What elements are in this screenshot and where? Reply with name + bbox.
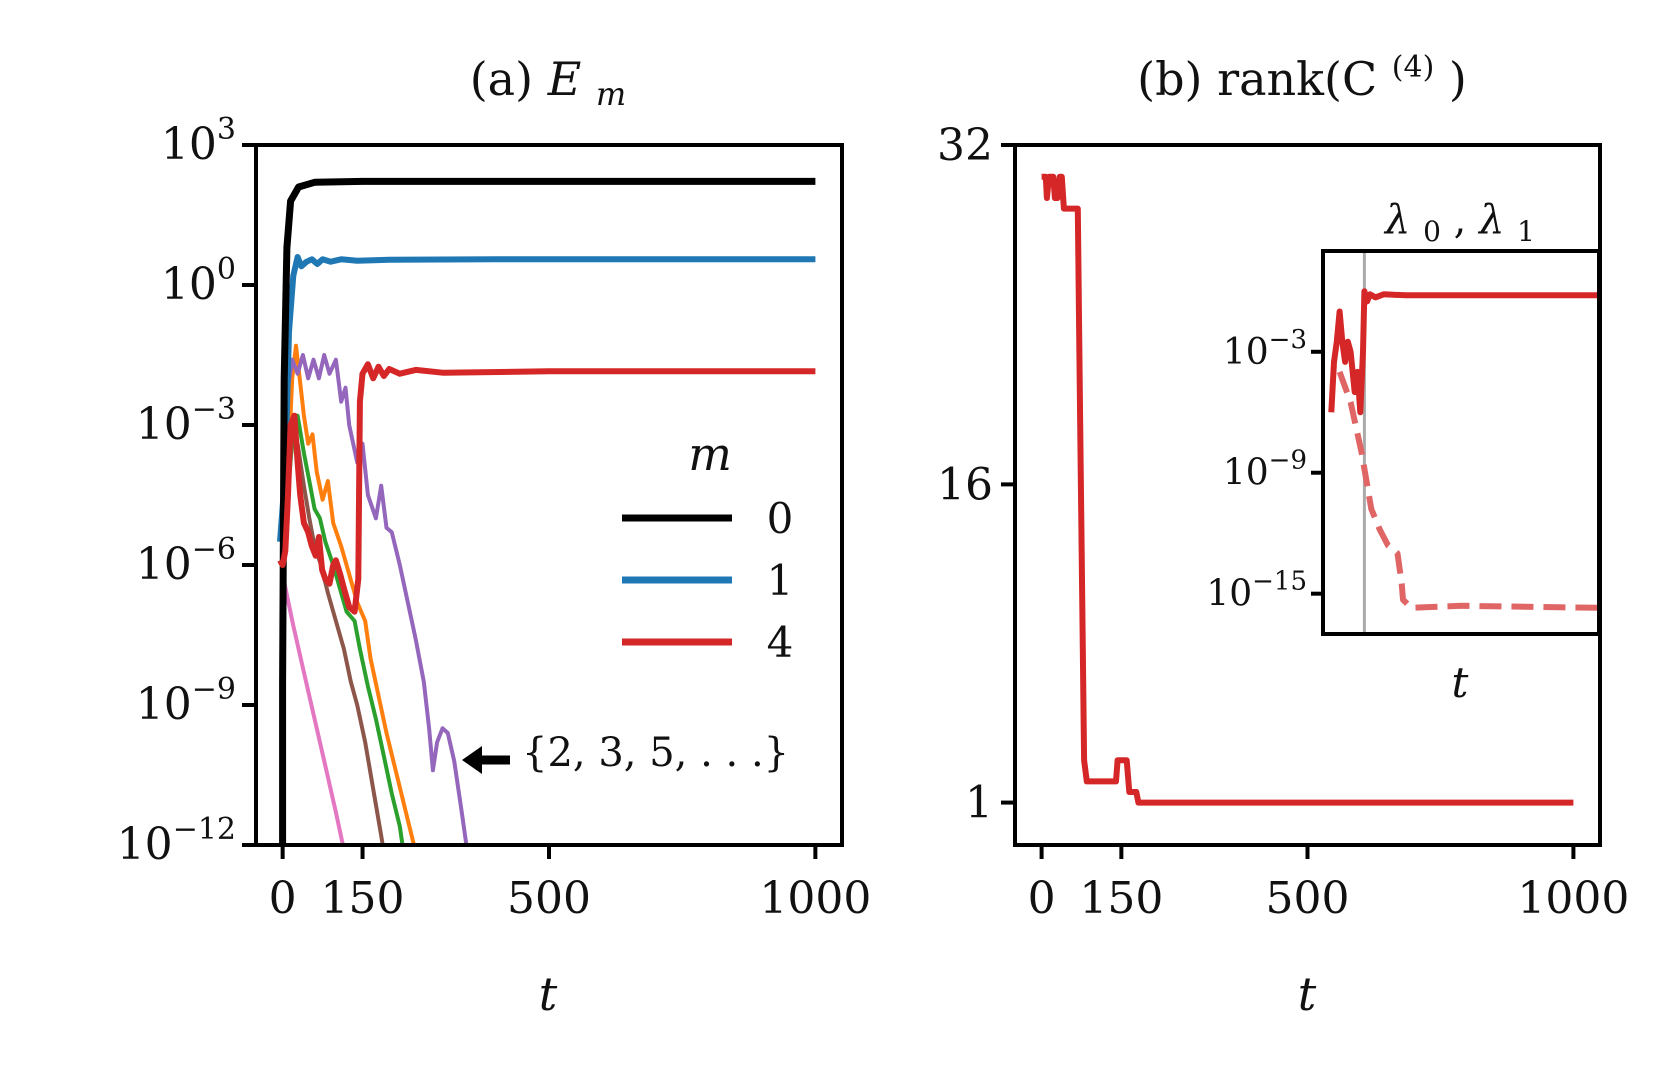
panel-a-xlabel: t [539, 967, 558, 1021]
inset-title-lambda1: λ [1477, 197, 1504, 243]
panel-a-legend: m 0 1 4 [622, 427, 793, 667]
xtick-label: 500 [507, 873, 591, 924]
series-line-m4 [277, 361, 816, 615]
panel-a-title-symbol: E [547, 52, 582, 106]
panel-a-title-subscript: m [596, 75, 626, 113]
inset-title-separator: , [1454, 197, 1479, 243]
legend-title: m [688, 427, 732, 481]
panel-b-series [1041, 173, 1574, 806]
ytick-label: 10−12 [117, 812, 236, 870]
legend-entries: 0 1 4 [622, 494, 793, 667]
xtick-label: 500 [1266, 873, 1350, 924]
xtick-label: 150 [1079, 873, 1163, 924]
inset-title-lambda0: λ [1383, 197, 1410, 243]
xtick-label: 0 [269, 873, 297, 924]
panel-a-xticks: 0 150 500 1000 [269, 845, 871, 924]
ytick-label: 16 [937, 459, 993, 510]
panel-b-title-superscript: (4) [1392, 50, 1435, 85]
panel-b-rank-plot: (b) rank(C (4) ) 0 150 500 1000 32 16 1 t 10−… [937, 34, 1629, 1021]
inset-axes-frame [1321, 249, 1601, 636]
inset-series [1328, 251, 1599, 634]
ytick-label: 1 [965, 778, 993, 829]
inset-background [1323, 251, 1599, 634]
series-line-m7 [280, 573, 345, 845]
series-line-m5 [286, 353, 469, 845]
xtick-label: 0 [1028, 873, 1056, 924]
inset-yticks: 10−3 10−9 10−15 [1206, 325, 1323, 615]
ytick-label: 10−9 [136, 672, 236, 730]
series-line-m2 [280, 413, 405, 845]
inset-ytick-label: 10−15 [1206, 567, 1307, 615]
ytick-label: 103 [161, 112, 236, 170]
ytick-label: 32 [937, 120, 993, 171]
inset-title-lambda0-sub: 0 [1423, 215, 1441, 248]
series-line-m1 [277, 254, 816, 542]
panel-a-title: (a) E m [470, 52, 627, 113]
panel-b-xlabel: t [1298, 967, 1317, 1021]
panel-b-title-prefix: (b) [1137, 52, 1202, 106]
inset-series-lambda0 [1328, 288, 1599, 416]
panel-a-annotation: {2, 3, 5, . . .} [462, 730, 789, 776]
panel-b-title-suffix: ) [1449, 52, 1467, 106]
panel-a-series [277, 177, 816, 845]
panel-b-xticks: 0 150 500 1000 [1028, 845, 1629, 924]
xtick-label: 1000 [1517, 873, 1629, 924]
inset-title: λ 0 , λ 1 [1383, 197, 1535, 251]
panel-a-title-prefix: (a) [470, 52, 533, 106]
panel-b-yticks: 32 16 1 [937, 120, 1015, 829]
legend-label-m4: 4 [767, 618, 794, 667]
inset-title-lambda1-sub: 1 [1517, 215, 1535, 248]
annotation-arrowhead [462, 746, 482, 774]
panel-a-yticks: 103 100 10−3 10−6 10−9 10−12 [117, 112, 256, 870]
panel-b-title: (b) rank(C (4) ) [1137, 34, 1467, 106]
xtick-label: 150 [321, 873, 405, 924]
ytick-label: 10−3 [136, 392, 236, 450]
ytick-label: 10−6 [136, 532, 236, 590]
ytick-label: 100 [161, 252, 236, 310]
inset-xlabel: t [1452, 658, 1469, 707]
panel-b-title-text: rank(C [1217, 52, 1377, 106]
series-line-rank [1041, 173, 1574, 806]
legend-label-m0: 0 [767, 494, 794, 543]
annotation-label: {2, 3, 5, . . .} [522, 730, 789, 776]
legend-label-m1: 1 [767, 556, 794, 605]
panel-a-energy-plot: (a) E m 0 150 500 1000 10310010−310−610−910… [117, 52, 872, 1021]
inset-series-lambda1 [1336, 370, 1599, 611]
panel-b-inset: 10−3 10−9 10−15 λ 0 , λ 1 t [1206, 197, 1601, 707]
inset-ytick-label: 10−3 [1223, 325, 1307, 373]
xtick-label: 1000 [759, 873, 871, 924]
inset-ytick-label: 10−9 [1223, 446, 1307, 494]
